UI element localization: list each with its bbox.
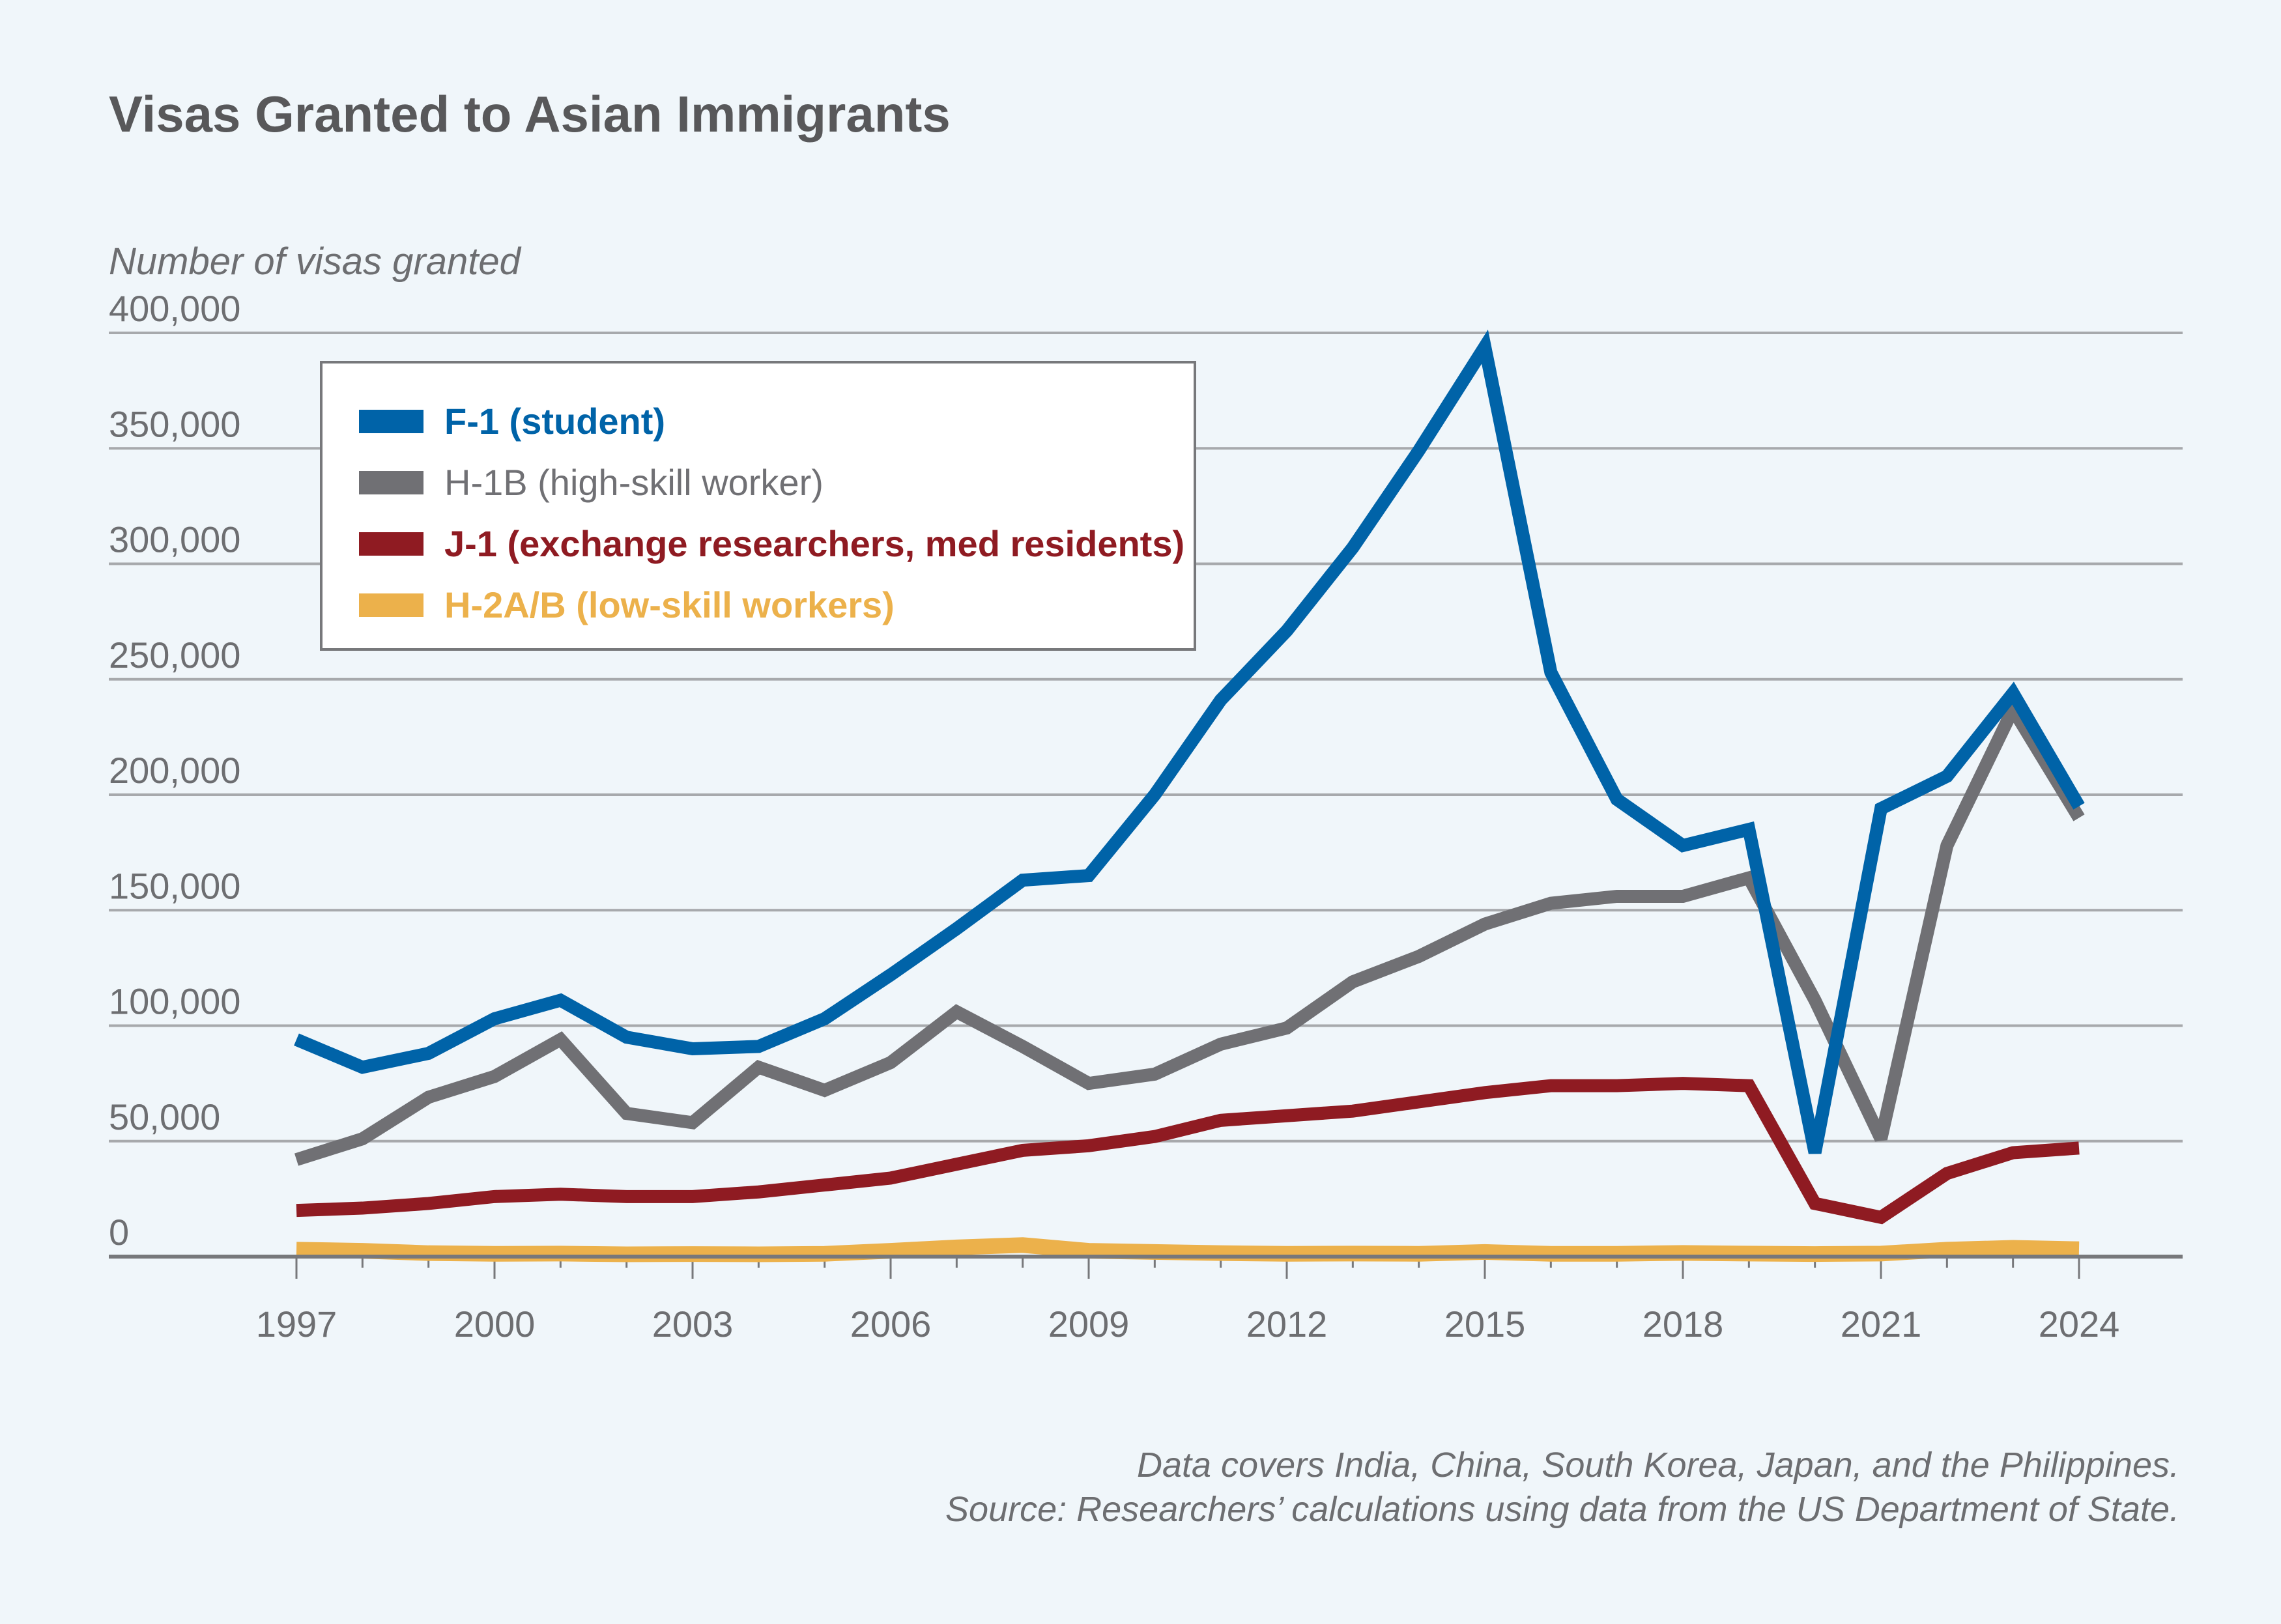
x-tick-label: 2000 bbox=[454, 1303, 536, 1345]
x-tick-label: 2006 bbox=[850, 1303, 932, 1345]
x-tick-label: 2021 bbox=[1841, 1303, 1922, 1345]
y-tick-label: 300,000 bbox=[109, 519, 240, 560]
x-tick-label: 2015 bbox=[1444, 1303, 1526, 1345]
series-line-2 bbox=[296, 1077, 2080, 1225]
legend-item-h2ab: H-2A/B (low-skill workers) bbox=[359, 584, 895, 626]
legend-item-j1: J-1 (exchange researchers, med residents… bbox=[359, 522, 1184, 565]
x-tick-label: 2003 bbox=[652, 1303, 734, 1345]
footnotes: Data covers India, China, South Korea, J… bbox=[945, 1443, 2179, 1531]
source-note: Source: Researchers’ calculations using … bbox=[945, 1490, 2179, 1529]
legend: F-1 (student) H-1B (high-skill worker) J… bbox=[320, 361, 1196, 651]
legend-swatch bbox=[359, 532, 423, 556]
legend-label: H-2A/B (low-skill workers) bbox=[444, 584, 895, 625]
legend-label: J-1 (exchange researchers, med residents… bbox=[444, 523, 1185, 564]
series-line-1 bbox=[294, 695, 2085, 1166]
x-tick-label: 2012 bbox=[1246, 1303, 1328, 1345]
y-tick-label: 50,000 bbox=[109, 1096, 220, 1137]
y-tick-label: 200,000 bbox=[109, 750, 240, 791]
y-tick-label: 350,000 bbox=[109, 403, 240, 444]
legend-swatch bbox=[359, 593, 423, 617]
y-axis-label: Number of visas granted bbox=[109, 240, 521, 283]
y-tick-label: 150,000 bbox=[109, 865, 240, 906]
y-tick-label: 400,000 bbox=[109, 288, 240, 329]
x-tick-label: 1997 bbox=[256, 1303, 337, 1345]
coverage-note: Data covers India, China, South Korea, J… bbox=[1136, 1446, 2179, 1485]
y-tick-label: 100,000 bbox=[109, 981, 240, 1022]
x-tick-label: 2024 bbox=[2039, 1303, 2120, 1345]
legend-swatch bbox=[359, 470, 423, 494]
series-line-3 bbox=[296, 1237, 2080, 1262]
legend-item-h1b: H-1B (high-skill worker) bbox=[359, 461, 824, 504]
x-tick-label: 2018 bbox=[1643, 1303, 1724, 1345]
legend-label: H-1B (high-skill worker) bbox=[444, 462, 824, 503]
series-line-0 bbox=[294, 329, 2085, 1154]
chart-title: Visas Granted to Asian Immigrants bbox=[109, 85, 951, 143]
y-tick-label: 0 bbox=[109, 1212, 129, 1253]
legend-item-f1: F-1 (student) bbox=[359, 400, 665, 442]
legend-swatch bbox=[359, 409, 423, 433]
legend-label: F-1 (student) bbox=[444, 401, 666, 442]
x-tick-label: 2009 bbox=[1048, 1303, 1130, 1345]
y-tick-label: 250,000 bbox=[109, 634, 240, 676]
